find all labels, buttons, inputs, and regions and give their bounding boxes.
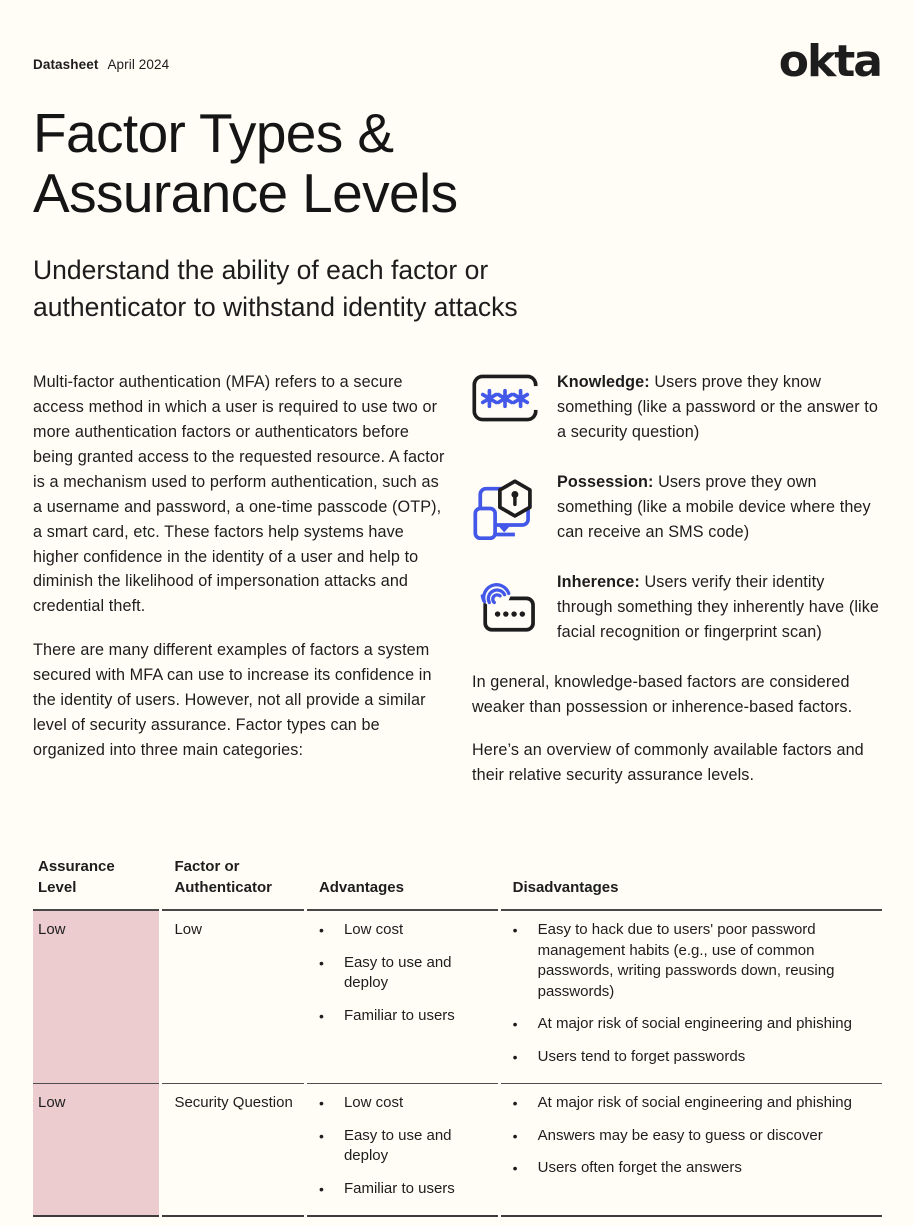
bullet-text: Users tend to forget passwords [537, 1047, 746, 1065]
intro-left-column: Multi-factor authentication (MFA) refers… [33, 370, 446, 807]
bullet-item: • Users tend to forget passwords [513, 1047, 876, 1068]
bullet-dot: • [512, 1127, 518, 1144]
cell-disadvantages: • At major risk of social engineering and… [500, 1084, 882, 1218]
doc-date: April 2024 [107, 57, 170, 72]
closing-paragraph-1: In general, knowledge-based factors are … [472, 672, 853, 716]
factor-text-possession: Possession: Users prove they own somethi… [557, 470, 881, 545]
devices-lock-icon [472, 470, 538, 545]
bullet-item: • Easy to use and deploy [319, 953, 492, 994]
bullet-dot: • [318, 1180, 324, 1197]
page-title-line2: Assurance Levels [33, 161, 458, 224]
top-bar: Datasheet April 2024 okta [33, 36, 883, 87]
intro-columns: Multi-factor authentication (MFA) refers… [33, 370, 881, 807]
advantages-list: • Low cost • Easy to use and deploy • Familia… [319, 1093, 492, 1199]
bullet-text: Users often forget the answers [537, 1159, 742, 1177]
bullet-dot: • [512, 1048, 518, 1065]
bullet-item: • Answers may be easy to guess or discove… [513, 1126, 876, 1147]
intro-right-column: Knowledge: Users prove they know somethi… [472, 370, 881, 807]
cell-disadvantages: • Easy to hack due to users' poor passwor… [500, 911, 882, 1085]
intro-paragraph-1: Multi-factor authentication (MFA) refers… [33, 373, 445, 616]
factor-desc-knowledge: Users prove they know something (like a … [557, 373, 879, 441]
bullet-text: Easy to hack due to users' poor password… [537, 921, 835, 1000]
cell-factor: Security Question [162, 1084, 304, 1218]
bullet-dot: • [512, 1016, 518, 1033]
bullet-dot: • [318, 1127, 324, 1144]
bullet-item: • Low cost [319, 1093, 492, 1114]
bullet-text: Easy to use and deploy [343, 1126, 452, 1165]
doc-type-label: Datasheet [33, 57, 99, 72]
bullet-item: • Familiar to users [319, 1006, 492, 1027]
factor-desc-inherence: Users verify their identity through some… [557, 572, 880, 641]
col-header-assurance-level: Assurance Level [33, 856, 160, 912]
bullet-dot: • [318, 954, 324, 971]
bullet-dot: • [318, 922, 324, 939]
bullet-item: • At major risk of social engineering and… [513, 1014, 876, 1035]
bullet-dot: • [512, 1095, 518, 1112]
bullet-text: Familiar to users [343, 1006, 455, 1024]
bullet-dot: • [512, 1160, 518, 1177]
table-row-password: Low Low • Low cost • Easy to use and deploy… [33, 911, 882, 1085]
table-row-security-question: Low Security Question • Low cost • Easy to … [33, 1084, 882, 1218]
cell-factor: Low [162, 911, 304, 1085]
factor-term-inherence: Inherence: [557, 572, 640, 591]
bullet-text: Low cost [343, 1094, 404, 1112]
advantages-list: • Low cost • Easy to use and deploy • Familia… [319, 920, 492, 1026]
bullet-item: • Familiar to users [319, 1179, 492, 1200]
factor-term-possession: Possession: [557, 472, 654, 491]
col-header-disadvantages: Disadvantages [500, 856, 882, 912]
page-subtitle: Understand the ability of each factor or… [33, 254, 518, 323]
disadvantages-list: • Easy to hack due to users' poor passwor… [513, 920, 876, 1067]
intro-paragraph-2: There are many different examples of fac… [33, 641, 432, 759]
factor-item-possession: Possession: Users prove they own somethi… [472, 470, 881, 545]
factor-desc-possession: Users prove they own something (like a m… [557, 472, 871, 541]
table-header-row: Assurance Level Factor or Authenticator … [33, 856, 882, 912]
password-asterisks-icon [472, 370, 538, 445]
bullet-text: Low cost [343, 921, 404, 939]
factor-text-knowledge: Knowledge: Users prove they know somethi… [557, 370, 881, 445]
cell-assurance-level: Low [33, 1084, 160, 1218]
page-title-line1: Factor Types & [33, 102, 394, 165]
bullet-text: Answers may be easy to guess or discover [537, 1126, 823, 1144]
bullet-item: • At major risk of social engineering and… [513, 1093, 876, 1114]
bullet-item: • Low cost [319, 920, 492, 941]
factor-text-inherence: Inherence: Users verify their identity t… [557, 570, 881, 645]
bullet-dot: • [512, 922, 518, 939]
col-header-factor: Factor or Authenticator [162, 856, 304, 912]
factor-term-knowledge: Knowledge: [557, 373, 650, 392]
bullet-dot: • [318, 1007, 324, 1024]
doc-meta: Datasheet April 2024 [33, 44, 169, 72]
bullet-item: • Users often forget the answers [513, 1158, 876, 1179]
cell-assurance-level: Low [33, 911, 160, 1085]
bullet-text: At major risk of social engineering and … [537, 1094, 852, 1112]
disadvantages-list: • At major risk of social engineering and… [513, 1093, 876, 1179]
fingerprint-passcode-icon [472, 570, 538, 645]
closing-paragraph-2: Here’s an overview of commonly available… [472, 741, 864, 785]
col-header-advantages: Advantages [306, 856, 498, 912]
bullet-text: Familiar to users [343, 1179, 455, 1197]
bullet-text: At major risk of social engineering and … [537, 1015, 852, 1033]
bullet-dot: • [318, 1095, 324, 1112]
factor-table: Assurance Level Factor or Authenticator … [30, 856, 885, 1218]
cell-advantages: • Low cost • Easy to use and deploy • Familia… [306, 1084, 498, 1218]
cell-advantages: • Low cost • Easy to use and deploy • Familia… [306, 911, 498, 1085]
page-title: Factor Types & Assurance Levels [33, 102, 881, 224]
factor-item-inherence: Inherence: Users verify their identity t… [472, 570, 881, 645]
bullet-text: Easy to use and deploy [343, 953, 452, 992]
okta-logo: okta [778, 36, 883, 87]
bullet-item: • Easy to hack due to users' poor passwor… [513, 920, 876, 1002]
bullet-item: • Easy to use and deploy [319, 1126, 492, 1167]
factor-table-section: Assurance Level Factor or Authenticator … [33, 856, 882, 1218]
factor-item-knowledge: Knowledge: Users prove they know somethi… [472, 370, 881, 445]
